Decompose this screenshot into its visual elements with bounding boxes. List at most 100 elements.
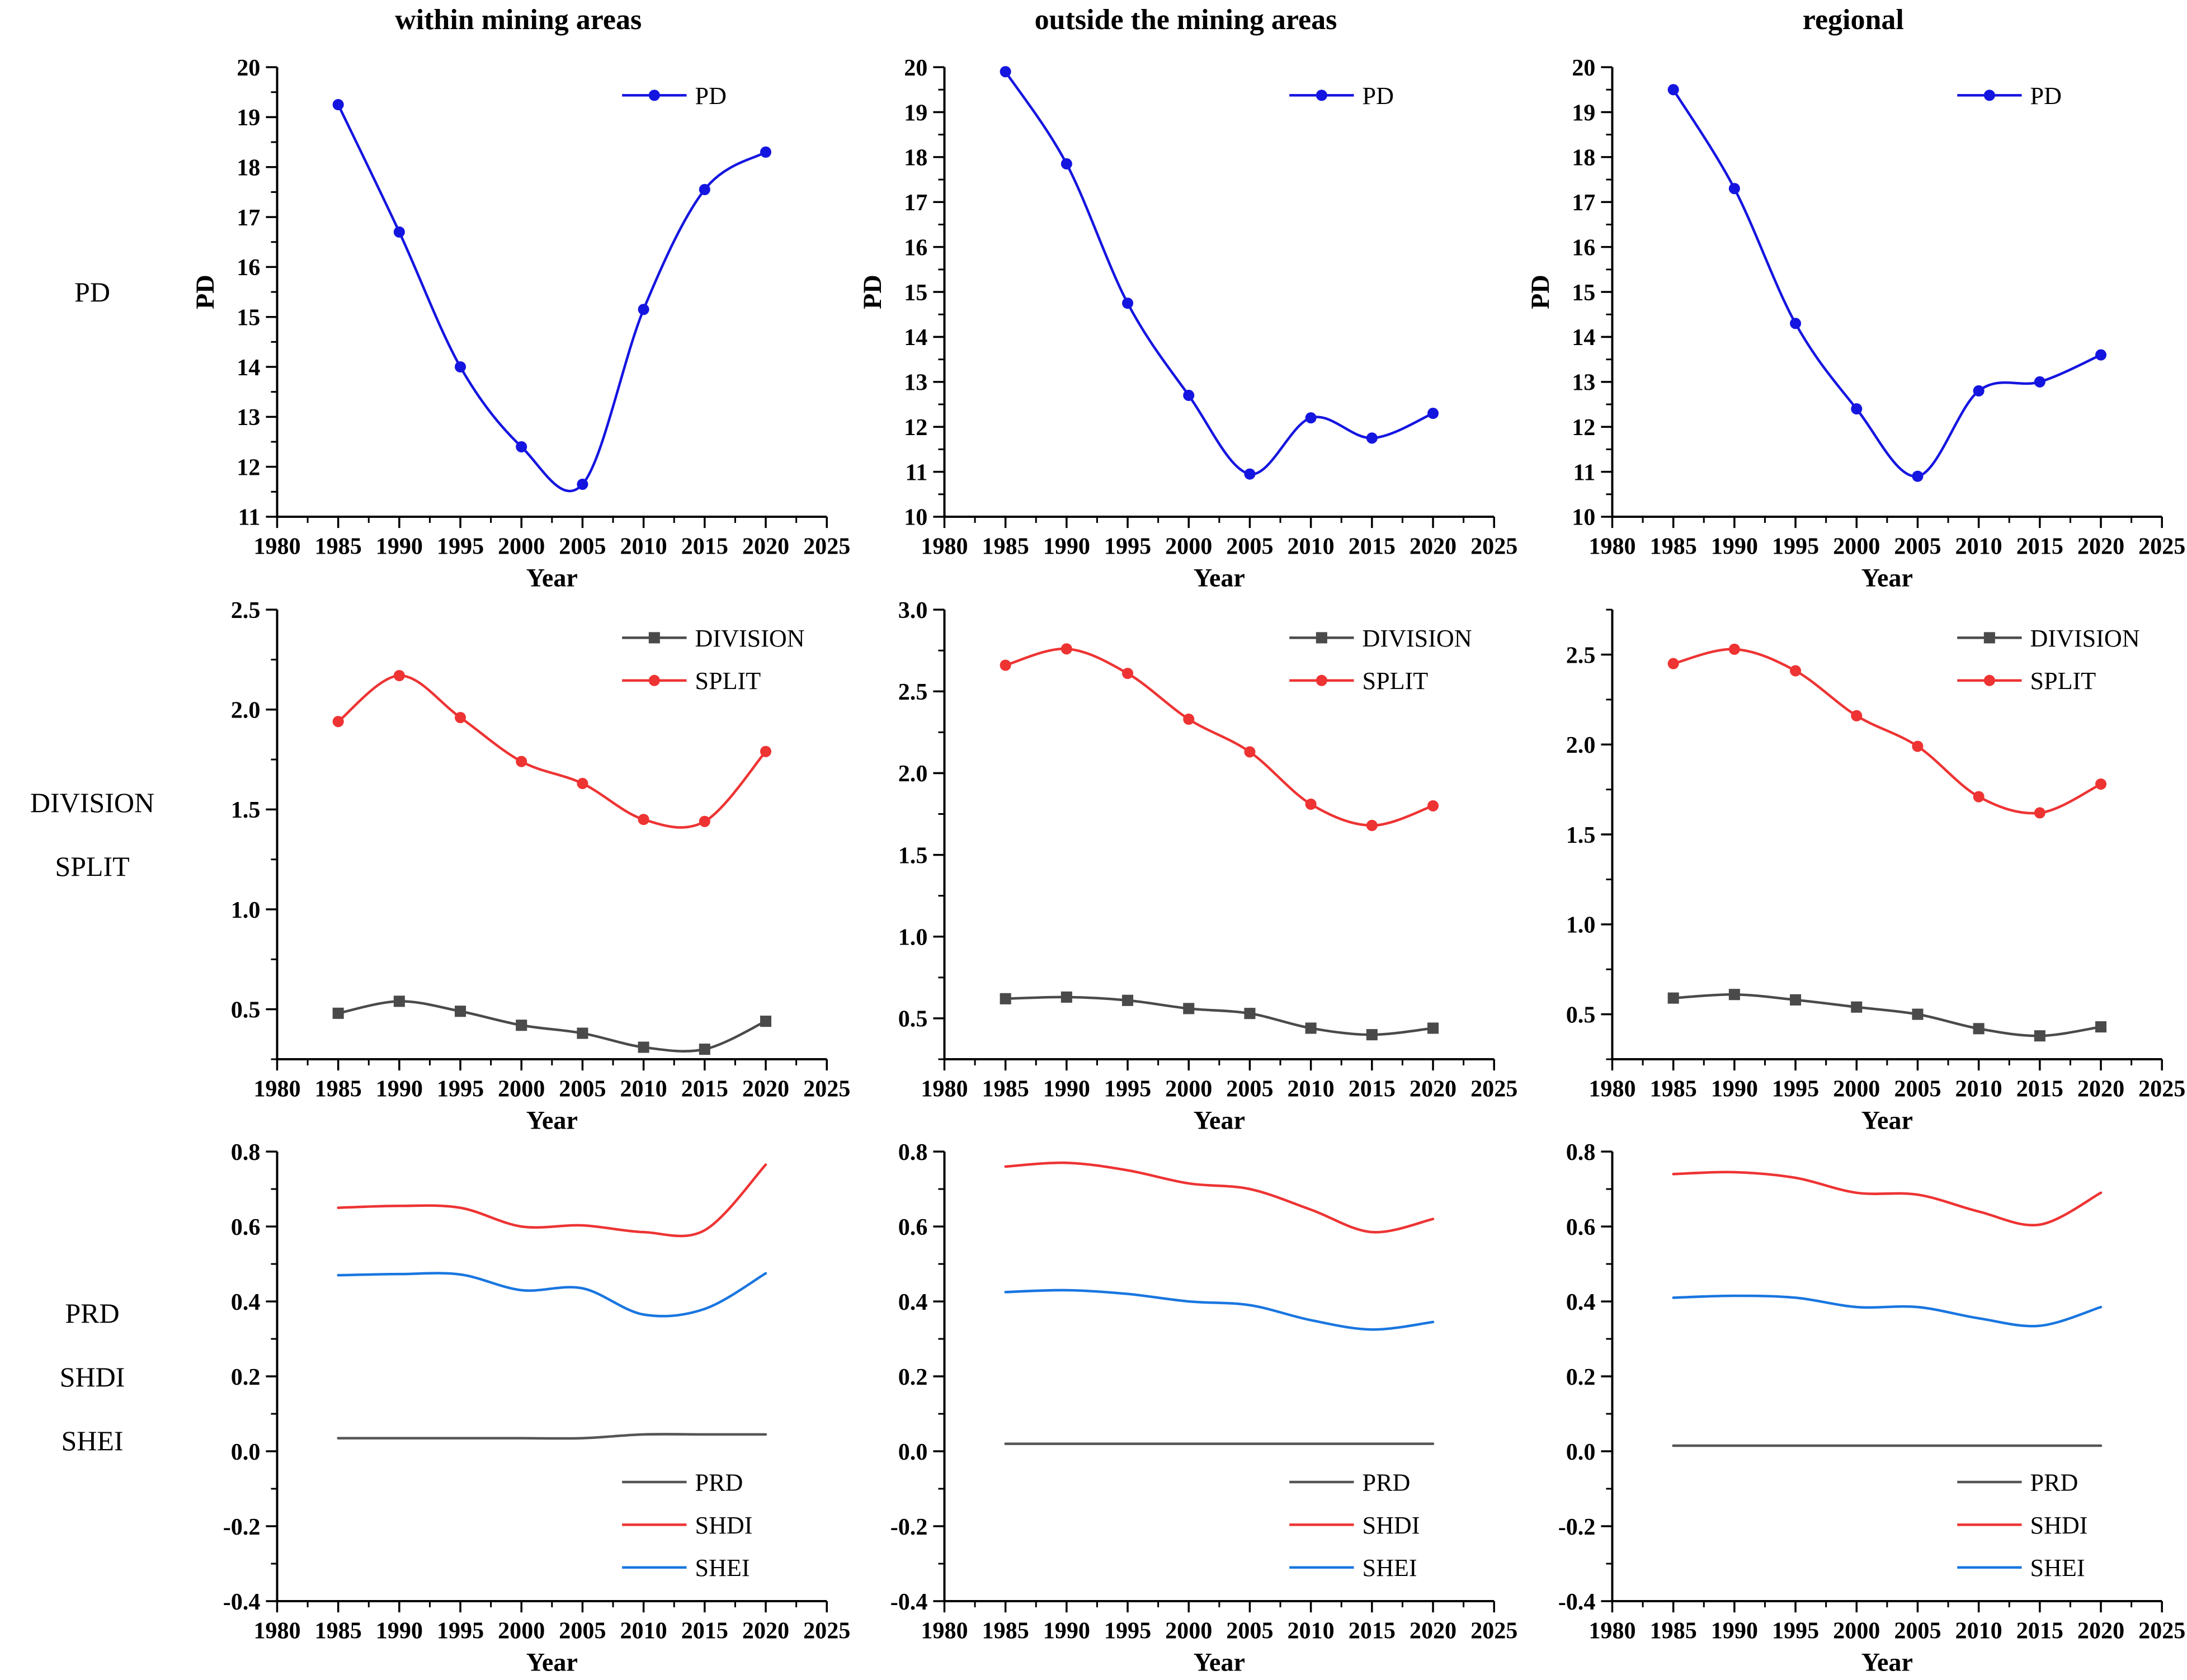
x-tick-label: 2020 (742, 533, 789, 559)
series-shei (337, 1272, 767, 1318)
x-axis-title: Year (526, 1106, 578, 1134)
legend-marker-circle (1316, 674, 1328, 686)
series-line-pd (1004, 70, 1435, 475)
series-line-division (1004, 995, 1435, 1036)
y-tick-label: 17 (1572, 190, 1595, 216)
y-tick-label: 19 (1572, 100, 1595, 126)
legend: PRD SHDI SHEI (1289, 1469, 1420, 1582)
chart-prd-shdi-shei-regional: -0.4 -0.2 0.0 0.2 0.4 0.6 0.8 1980 1985 1990 1995 2… (1520, 1138, 2187, 1680)
x-tick-label: 2010 (1288, 533, 1335, 559)
x-tick-label: 2025 (2138, 533, 2185, 559)
series-shdi (1004, 1162, 1435, 1234)
data-point-square (393, 995, 405, 1007)
series-pd (1667, 84, 2106, 482)
x-tick-label: 2005 (1227, 1618, 1274, 1644)
x-tick-label: 2015 (681, 1618, 728, 1644)
data-point-circle (1244, 746, 1256, 758)
y-tick-label: 20 (904, 55, 928, 81)
legend-label-pd: PD (695, 82, 727, 110)
data-point-circle (638, 304, 649, 315)
x-axis-ticks: 1980 1985 1990 1995 2000 2005 2010 2015 2020 2025 (253, 516, 850, 559)
legend-label-split: SPLIT (695, 667, 761, 695)
row-label-group-pd: PD (0, 53, 185, 596)
series-line-shei (337, 1272, 767, 1318)
series-shei (1004, 1289, 1435, 1331)
data-point-circle (1728, 643, 1740, 655)
column-title-regional: regional (1802, 4, 1904, 36)
legend-marker-square (1316, 631, 1328, 644)
x-tick-label: 1995 (1104, 1075, 1151, 1102)
x-tick-label: 1980 (1589, 1618, 1635, 1644)
legend-marker-circle (648, 674, 660, 686)
x-tick-label: 2000 (498, 533, 545, 559)
x-tick-label: 2005 (559, 1075, 606, 1102)
x-tick-label: 1995 (437, 1075, 484, 1102)
x-axis-ticks: 1980 1985 1990 1995 2000 2005 2010 2015 2020 2025 (921, 1601, 1518, 1644)
y-tick-label: 13 (1572, 370, 1595, 396)
data-point-circle (2034, 376, 2045, 388)
data-point-circle (1850, 710, 1862, 721)
x-tick-label: 1980 (921, 533, 968, 559)
legend-label-pd: PD (2030, 82, 2061, 110)
legend-label-split: SPLIT (1363, 667, 1429, 695)
y-tick-label: 0.5 (1566, 1002, 1595, 1028)
y-tick-label: -0.4 (890, 1589, 928, 1615)
data-point-circle (1366, 432, 1378, 444)
y-tick-label: 17 (904, 190, 928, 216)
series-line-shdi (1004, 1162, 1435, 1234)
x-tick-label: 1995 (1104, 533, 1151, 559)
y-tick-label: 2.0 (898, 761, 928, 787)
data-point-circle (638, 813, 649, 825)
x-tick-label: 2000 (1833, 1618, 1880, 1644)
x-tick-label: 2025 (803, 1075, 850, 1102)
series-line-shdi (1672, 1171, 2102, 1227)
data-point-circle (1244, 468, 1256, 480)
data-point-circle (1728, 183, 1740, 195)
data-point-square (455, 1005, 466, 1017)
series-division (1667, 988, 2106, 1041)
data-point-square (1789, 994, 1801, 1006)
data-point-circle (516, 756, 527, 767)
row-label-shei: SHEI (61, 1424, 124, 1456)
legend-marker-circle (1983, 674, 1995, 686)
axes (943, 67, 1495, 518)
y-tick-label: 1.0 (898, 924, 928, 950)
x-tick-label: 1995 (1772, 533, 1819, 559)
data-point-circle (2095, 778, 2106, 790)
x-tick-label: 1985 (1649, 1075, 1696, 1102)
x-tick-label: 2025 (803, 533, 850, 559)
x-tick-label: 2010 (1955, 1075, 2002, 1102)
row-label-split: SPLIT (55, 850, 130, 882)
y-tick-label: 12 (237, 454, 260, 480)
legend: PD (1957, 82, 2062, 110)
data-point-circle (577, 478, 588, 490)
chart-division-split-within: 0.5 1.0 1.5 2.0 2.5 1980 1985 1990 1995 2000 2005 2… (185, 596, 852, 1138)
y-tick-label: 1.0 (1566, 912, 1595, 938)
data-point-circle (455, 711, 466, 723)
x-axis-ticks: 1980 1985 1990 1995 2000 2005 2010 2015 2020 2025 (253, 1059, 850, 1102)
column-title-outside-mining-areas: outside the mining areas (1034, 4, 1337, 36)
data-point-circle (1183, 389, 1195, 401)
y-tick-label: -0.2 (1558, 1514, 1595, 1540)
y-axis-ticks: 10 11 12 13 14 15 16 17 18 19 20 (1572, 55, 1613, 531)
chart-svg: 10 11 12 13 14 15 16 17 18 19 20 1980 1985 1990 1995 20… (1526, 55, 2185, 592)
data-point-circle (1305, 412, 1317, 424)
x-axis-ticks: 1980 1985 1990 1995 2000 2005 2010 2015 2020 2025 (1589, 1059, 2185, 1102)
data-point-square (1973, 1022, 1985, 1035)
x-tick-label: 2025 (2138, 1075, 2185, 1102)
x-axis-title: Year (1194, 1106, 1245, 1134)
legend-label-shei: SHEI (2030, 1554, 2085, 1582)
y-tick-label: 1.5 (231, 797, 261, 823)
x-tick-label: 2015 (1349, 1618, 1396, 1644)
data-point-square (1366, 1028, 1378, 1040)
series-line-shdi (337, 1163, 767, 1238)
x-tick-label: 2015 (2016, 533, 2063, 559)
data-point-circle (1122, 667, 1134, 679)
y-axis-title: PD (1526, 275, 1554, 309)
legend-label-pd: PD (1363, 82, 1394, 110)
x-tick-label: 2020 (1410, 533, 1457, 559)
data-point-circle (699, 815, 710, 827)
chart-svg: -0.4 -0.2 0.0 0.2 0.4 0.6 0.8 1980 1985 1990 1995 2… (890, 1139, 1518, 1677)
y-tick-label: 2.5 (1566, 642, 1595, 668)
